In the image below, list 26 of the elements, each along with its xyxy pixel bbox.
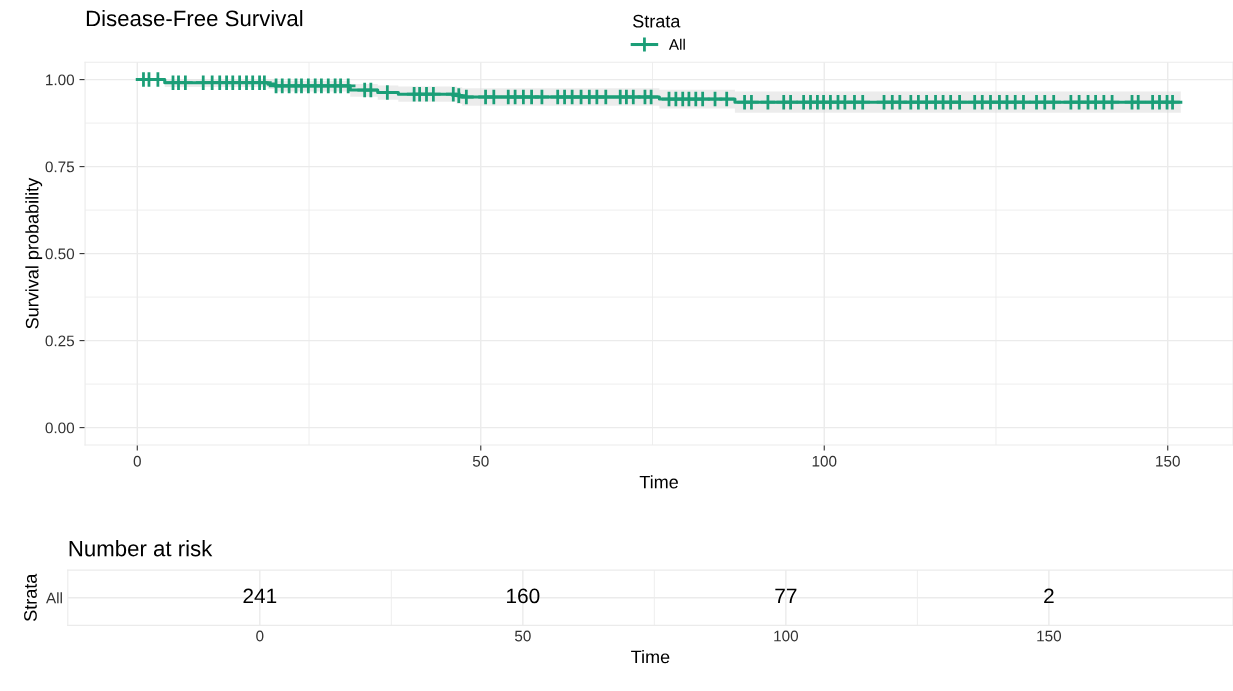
x-axis-title: Time bbox=[639, 475, 678, 489]
x-tick-label: 100 bbox=[812, 455, 837, 467]
y-axis-title: Strata bbox=[24, 573, 37, 621]
y-tick-label: All bbox=[46, 592, 62, 604]
data-label: 2 bbox=[1044, 588, 1054, 604]
x-tick-label: 150 bbox=[1156, 455, 1180, 467]
legend-label: All bbox=[668, 38, 685, 50]
x-tick-label: 50 bbox=[514, 630, 531, 642]
x-tick-label: 0 bbox=[133, 455, 141, 467]
chart-title: Disease-Free Survival bbox=[86, 9, 303, 27]
data-label: 241 bbox=[243, 588, 277, 604]
x-tick-label: 50 bbox=[472, 455, 489, 467]
chart-title: Number at risk bbox=[69, 540, 213, 557]
y-tick-label: 1.00 bbox=[46, 74, 75, 86]
y-tick-label: 0.25 bbox=[45, 335, 75, 347]
y-axis-title: Survival probability bbox=[25, 177, 43, 329]
y-tick-label: 0.75 bbox=[45, 161, 75, 173]
data-label: 160 bbox=[507, 588, 540, 604]
y-tick-label: 0.00 bbox=[45, 422, 75, 434]
x-tick-label: 100 bbox=[774, 630, 799, 642]
x-axis-title: Time bbox=[631, 650, 670, 664]
y-tick-label: 0.50 bbox=[45, 248, 75, 260]
x-tick-label: 150 bbox=[1037, 630, 1062, 642]
x-tick-label: 0 bbox=[256, 630, 264, 642]
data-label: 77 bbox=[775, 588, 797, 604]
legend-title: Strata bbox=[633, 14, 681, 28]
